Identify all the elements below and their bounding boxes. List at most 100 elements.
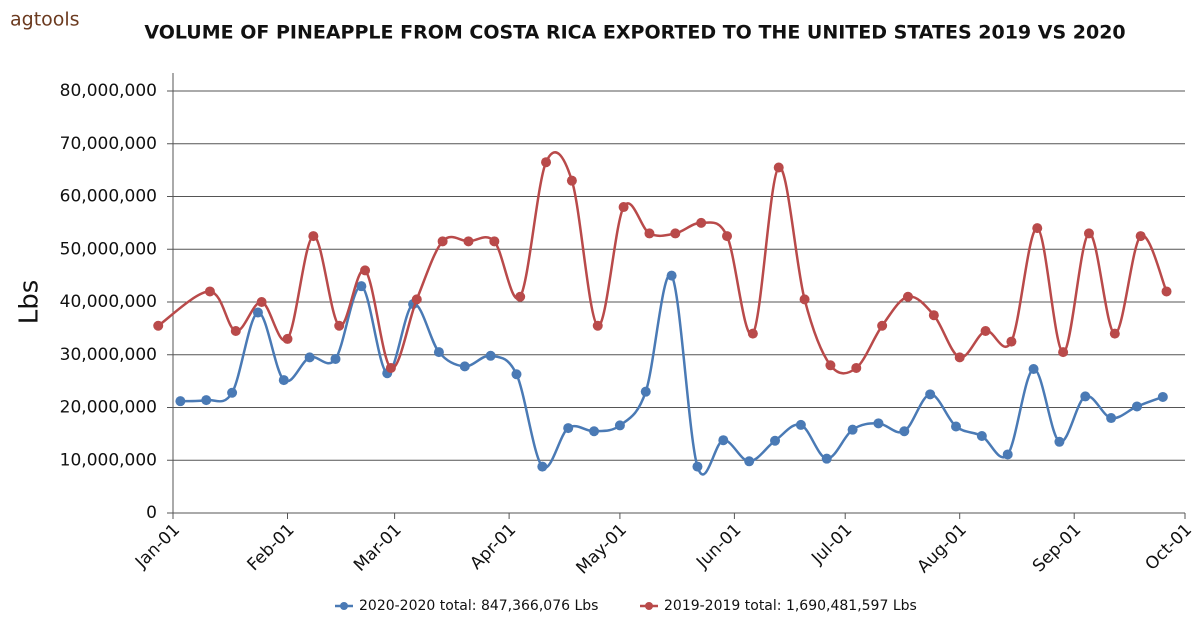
data-point [278,375,289,386]
data-point [851,362,862,373]
data-point [1028,363,1039,374]
data-point [541,157,552,168]
data-point [304,352,315,363]
data-point [722,231,733,242]
data-point [873,418,884,429]
legend-marker [340,602,348,610]
data-point [385,362,396,373]
data-point [230,326,241,337]
data-point [282,333,293,344]
x-tick-label: Aug-01 [914,520,971,577]
x-tick-label: Jun-01 [692,520,745,573]
series-line [180,273,1164,476]
data-point [1161,286,1172,297]
data-point [489,236,500,247]
data-point [511,369,522,380]
data-point [566,175,577,186]
y-tick-label: 40,000,000 [60,292,157,312]
data-point [692,461,703,472]
data-point [1054,436,1065,447]
y-tick-label: 10,000,000 [60,450,157,470]
data-point [1032,223,1043,234]
data-point [256,297,267,307]
data-point [592,320,603,331]
y-tick-label: 30,000,000 [60,345,157,365]
x-tick-label: Jul-01 [807,520,856,569]
data-point [1058,347,1069,358]
y-tick-label: 50,000,000 [60,239,157,259]
data-point [334,320,345,331]
legend-marker [645,602,653,610]
chart-title: VOLUME OF PINEAPPLE FROM COSTA RICA EXPO… [144,22,1125,44]
data-point [618,202,629,213]
data-point [515,291,526,302]
data-point [718,435,729,446]
data-point [799,294,810,305]
data-point [747,328,758,339]
data-point [433,347,444,358]
legend-label: 2020-2020 total: 847,366,076 Lbs [359,598,598,614]
data-point [537,461,548,472]
data-point [227,387,238,398]
data-point [463,236,474,247]
y-tick-label: 60,000,000 [60,187,157,207]
data-point [773,162,784,173]
y-tick-label: 0 [146,503,157,523]
data-point [899,426,910,437]
data-point [976,430,987,441]
data-point [744,456,755,467]
data-point [459,361,470,372]
data-point [1080,391,1091,402]
data-point [847,424,858,435]
data-point [696,217,707,228]
data-point [411,294,422,305]
data-point [1135,231,1146,242]
data-point [589,426,600,437]
x-tick-label: Jan-01 [131,520,184,573]
data-point [356,281,367,292]
data-point [1131,401,1142,412]
data-point [902,291,913,302]
data-point [308,231,319,242]
data-point [201,395,212,406]
data-point [1083,228,1094,239]
data-point [360,265,371,276]
data-point [563,423,574,434]
data-point [951,421,962,432]
data-point [770,435,781,446]
data-point [644,228,655,239]
data-point [666,270,677,281]
x-tick-label: Sep-01 [1029,520,1085,576]
data-point [1157,391,1168,402]
logo: agtools [10,9,80,31]
data-point [670,228,681,239]
y-tick-label: 70,000,000 [60,134,157,154]
data-point [980,326,991,337]
data-point [954,352,965,363]
y-tick-label: 80,000,000 [60,81,157,101]
data-point [153,320,164,331]
y-axis-label: Lbs [15,280,45,325]
x-tick-label: Apr-01 [466,520,520,574]
data-point [1006,336,1017,347]
data-point [1106,413,1117,424]
y-tick-label: 20,000,000 [60,398,157,418]
data-point [925,389,936,400]
data-point [795,419,806,430]
x-tick-label: Feb-01 [244,520,299,575]
data-point [485,350,496,361]
x-tick-label: Oct-01 [1142,520,1197,575]
data-point [204,286,215,297]
data-point [1002,449,1013,460]
data-point [252,307,263,318]
data-point [330,353,341,364]
legend-label: 2019-2019 total: 1,690,481,597 Lbs [664,598,917,614]
x-tick-label: May-01 [573,520,631,578]
data-point [640,386,651,397]
data-point [825,360,836,371]
data-point [614,420,625,431]
data-point [437,236,448,247]
data-point [877,320,888,331]
data-point [928,310,939,321]
